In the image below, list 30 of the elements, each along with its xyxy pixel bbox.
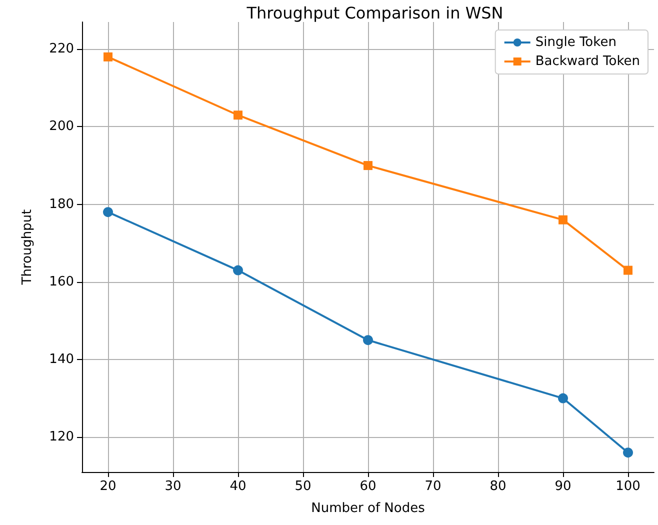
x-tick-label: 50	[294, 479, 312, 494]
y-tick-label: 200	[49, 119, 74, 134]
x-tick-label: 60	[360, 479, 376, 494]
x-tick-label: 20	[100, 479, 116, 494]
x-tick-label: 80	[490, 479, 506, 494]
legend-label: Backward Token	[535, 54, 640, 69]
point	[623, 448, 633, 458]
point	[103, 207, 113, 218]
point	[558, 393, 568, 404]
x-tick-label: 30	[164, 479, 182, 494]
point	[104, 52, 112, 62]
point	[558, 215, 568, 224]
point	[364, 161, 372, 170]
x-axis-title: Number of Nodes	[311, 501, 426, 516]
y-tick-label: 160	[49, 274, 74, 290]
x-tick-label: 70	[424, 479, 442, 494]
legend-label: Single Token	[535, 35, 616, 50]
y-tick-label: 220	[49, 42, 74, 57]
y-tick-label: 180	[49, 196, 74, 212]
x-tick-label: 100	[616, 479, 640, 494]
y-axis-title: Throughput	[20, 209, 35, 286]
chart-title: Throughput Comparison in WSN	[246, 4, 504, 22]
y-tick-label: 140	[49, 352, 74, 367]
point	[233, 265, 243, 276]
point	[363, 335, 373, 346]
x-tick-label: 90	[554, 479, 572, 494]
x-tick-label: 40	[230, 479, 246, 494]
point	[234, 110, 242, 120]
y-tick-label: 120	[49, 430, 74, 445]
point	[624, 266, 632, 275]
